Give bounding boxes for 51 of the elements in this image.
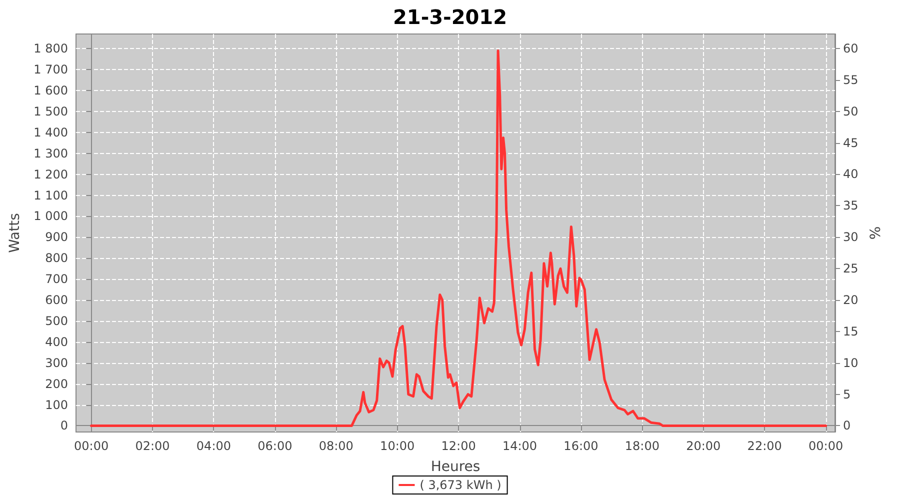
y2-tick-label: 0: [843, 418, 851, 433]
y-tick-label: 1 500: [34, 104, 68, 119]
y-axis-title: Watts: [7, 213, 23, 253]
x-tick-label: 08:00: [318, 439, 354, 453]
y2-tick-label: 45: [843, 136, 858, 150]
y-tick-label: 100: [45, 398, 68, 412]
y-tick-label: 1 000: [34, 209, 68, 224]
y-tick-label: 1 800: [34, 42, 68, 56]
y2-tick-label: 15: [843, 324, 858, 338]
y-tick-label: 800: [45, 251, 68, 266]
y2-tick-label: 40: [843, 167, 858, 182]
line-series: [90, 50, 828, 427]
y2-tick-label: 25: [843, 262, 858, 276]
x-tick-label: 16:00: [564, 439, 598, 453]
x-tick-label: 20:00: [686, 439, 721, 453]
y-tick-label: 300: [45, 356, 68, 370]
x-tick-label: 18:00: [624, 439, 660, 453]
y2-tick-label: 60: [843, 41, 858, 56]
y2-tick-label: 10: [843, 356, 858, 370]
chart-title: 21-3-2012: [392, 5, 508, 29]
legend-label: ( 3,673 kWh ): [420, 478, 502, 492]
x-tick-label: 22:00: [747, 439, 782, 453]
y-tick-label: 1 100: [34, 188, 68, 202]
y-tick-label: 1 600: [34, 84, 68, 98]
y-tick-label: 500: [45, 314, 68, 328]
y-tick-label: 1 300: [34, 146, 68, 160]
y2-tick-label: 35: [843, 198, 858, 213]
y-tick-label: 400: [45, 334, 68, 349]
y-tick-label: 1 200: [34, 167, 68, 182]
x-tick-label: 02:00: [135, 439, 170, 453]
y-tick-label: 200: [45, 376, 68, 391]
x-axis-title: Heures: [430, 459, 480, 475]
x-tick-label: 10:00: [380, 439, 415, 453]
y2-tick-label: 5: [843, 387, 851, 402]
x-tick-label: 04:00: [196, 439, 232, 453]
y2-tick-label: 55: [843, 72, 858, 87]
x-tick-label: 00:00: [808, 439, 844, 453]
y2-tick-label: 20: [843, 292, 858, 307]
x-tick-label: 00:00: [74, 439, 109, 453]
y-tick-label: 1 400: [34, 125, 68, 140]
y-tick-label: 900: [45, 230, 68, 244]
y2-axis-title: %: [868, 226, 884, 240]
y2-tick-label: 50: [843, 104, 858, 118]
y-tick-label: 700: [45, 272, 68, 286]
x-tick-label: 14:00: [502, 439, 538, 453]
y2-tick-label: 30: [843, 230, 858, 244]
y-tick-label: 1 700: [34, 62, 68, 77]
x-tick-label: 12:00: [441, 439, 476, 453]
y-tick-label: 600: [45, 293, 68, 308]
y-tick-label: 0: [60, 418, 68, 433]
x-tick-label: 06:00: [258, 439, 292, 453]
